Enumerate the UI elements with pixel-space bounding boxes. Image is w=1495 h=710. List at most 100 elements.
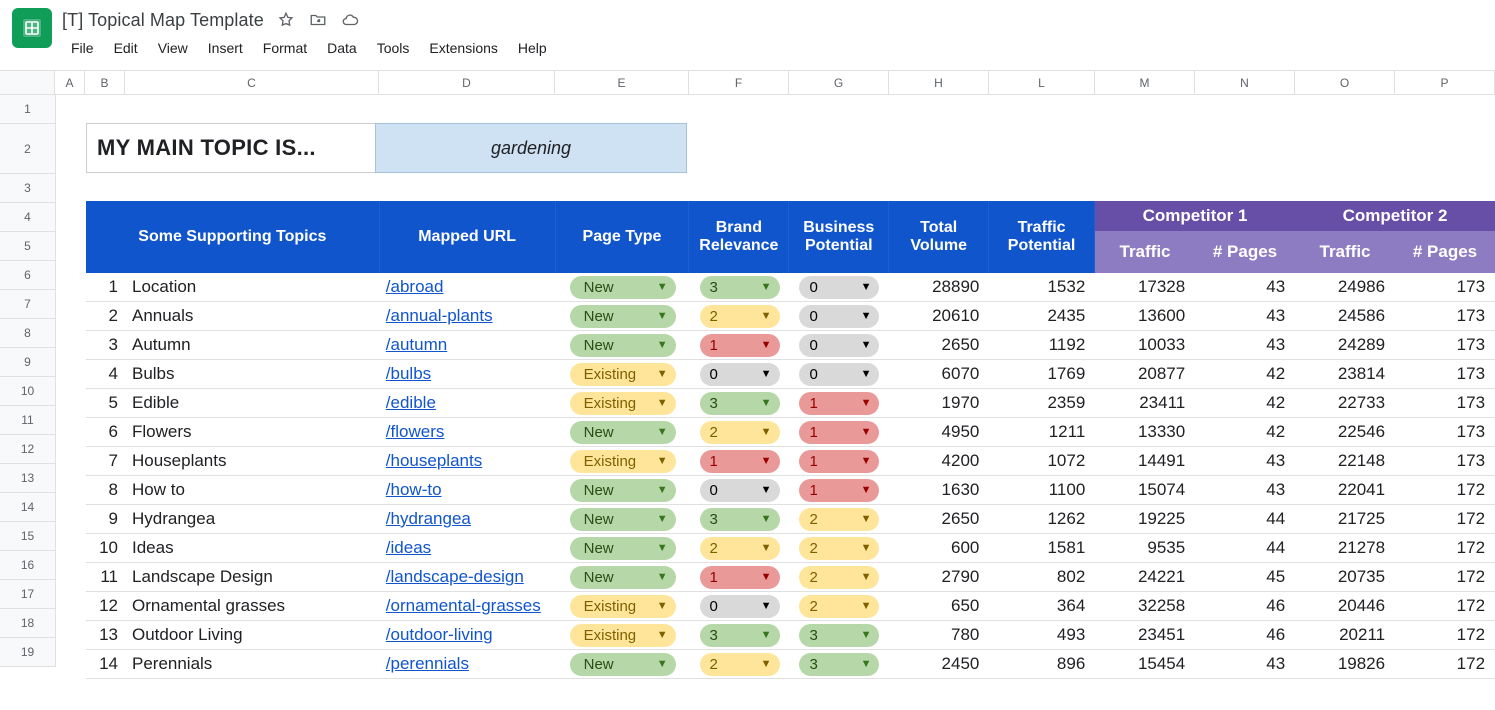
chip-dropdown[interactable]: 2▼: [700, 305, 780, 328]
mapped-url-link[interactable]: /autumn: [386, 335, 447, 355]
chip-dropdown[interactable]: New▼: [570, 479, 676, 502]
mapped-url-link[interactable]: /houseplants: [386, 451, 482, 471]
col-header-A[interactable]: A: [55, 71, 85, 94]
chip-dropdown[interactable]: New▼: [570, 653, 676, 676]
table-row[interactable]: 14Perennials/perennialsNew▼2▼3▼245089615…: [86, 650, 1495, 679]
chip-dropdown[interactable]: Existing▼: [570, 595, 676, 618]
mapped-url-link[interactable]: /ideas: [386, 538, 431, 558]
chip-dropdown[interactable]: New▼: [570, 276, 676, 299]
chip-dropdown[interactable]: 1▼: [799, 392, 879, 415]
table-row[interactable]: 11Landscape Design/landscape-designNew▼1…: [86, 563, 1495, 592]
select-all-corner[interactable]: [0, 71, 55, 94]
row-header-4[interactable]: 4: [0, 203, 55, 232]
menu-help[interactable]: Help: [509, 36, 556, 60]
row-header-13[interactable]: 13: [0, 464, 55, 493]
menu-file[interactable]: File: [62, 36, 103, 60]
chip-dropdown[interactable]: 3▼: [799, 653, 879, 676]
move-icon[interactable]: [308, 10, 328, 30]
chip-dropdown[interactable]: New▼: [570, 334, 676, 357]
main-topic-value[interactable]: gardening: [375, 123, 687, 173]
chip-dropdown[interactable]: 1▼: [799, 421, 879, 444]
mapped-url-link[interactable]: /abroad: [386, 277, 444, 297]
chip-dropdown[interactable]: 1▼: [700, 566, 780, 589]
menu-edit[interactable]: Edit: [105, 36, 147, 60]
mapped-url-link[interactable]: /landscape-design: [386, 567, 524, 587]
col-header-E[interactable]: E: [555, 71, 689, 94]
col-header-N[interactable]: N: [1195, 71, 1295, 94]
document-title[interactable]: [T] Topical Map Template: [62, 10, 264, 31]
mapped-url-link[interactable]: /bulbs: [386, 364, 431, 384]
chip-dropdown[interactable]: 1▼: [799, 479, 879, 502]
sheets-logo[interactable]: [12, 8, 52, 48]
chip-dropdown[interactable]: New▼: [570, 305, 676, 328]
chip-dropdown[interactable]: 2▼: [700, 537, 780, 560]
mapped-url-link[interactable]: /edible: [386, 393, 436, 413]
col-header-D[interactable]: D: [379, 71, 555, 94]
row-header-5[interactable]: 5: [0, 232, 55, 261]
menu-extensions[interactable]: Extensions: [420, 36, 506, 60]
col-header-B[interactable]: B: [85, 71, 125, 94]
row-header-3[interactable]: 3: [0, 174, 55, 203]
row-header-16[interactable]: 16: [0, 551, 55, 580]
mapped-url-link[interactable]: /outdoor-living: [386, 625, 493, 645]
row-header-10[interactable]: 10: [0, 377, 55, 406]
chip-dropdown[interactable]: 1▼: [799, 450, 879, 473]
chip-dropdown[interactable]: Existing▼: [570, 363, 676, 386]
row-header-11[interactable]: 11: [0, 406, 55, 435]
chip-dropdown[interactable]: 3▼: [799, 624, 879, 647]
chip-dropdown[interactable]: New▼: [570, 421, 676, 444]
menu-data[interactable]: Data: [318, 36, 366, 60]
col-header-H[interactable]: H: [889, 71, 989, 94]
col-header-O[interactable]: O: [1295, 71, 1395, 94]
col-header-P[interactable]: P: [1395, 71, 1495, 94]
table-row[interactable]: 10Ideas/ideasNew▼2▼2▼6001581953544212781…: [86, 534, 1495, 563]
chip-dropdown[interactable]: 0▼: [799, 363, 879, 386]
table-row[interactable]: 9Hydrangea/hydrangeaNew▼3▼2▼265012621922…: [86, 505, 1495, 534]
row-header-8[interactable]: 8: [0, 319, 55, 348]
chip-dropdown[interactable]: 3▼: [700, 508, 780, 531]
table-row[interactable]: 1Location/abroadNew▼3▼0▼2889015321732843…: [86, 273, 1495, 302]
mapped-url-link[interactable]: /hydrangea: [386, 509, 471, 529]
table-row[interactable]: 4Bulbs/bulbsExisting▼0▼0▼607017692087742…: [86, 360, 1495, 389]
menu-tools[interactable]: Tools: [368, 36, 419, 60]
chip-dropdown[interactable]: 0▼: [700, 595, 780, 618]
chip-dropdown[interactable]: 0▼: [799, 276, 879, 299]
mapped-url-link[interactable]: /annual-plants: [386, 306, 493, 326]
cloud-icon[interactable]: [340, 10, 360, 30]
chip-dropdown[interactable]: 0▼: [700, 363, 780, 386]
chip-dropdown[interactable]: Existing▼: [570, 624, 676, 647]
chip-dropdown[interactable]: Existing▼: [570, 450, 676, 473]
table-row[interactable]: 13Outdoor Living/outdoor-livingExisting▼…: [86, 621, 1495, 650]
chip-dropdown[interactable]: 2▼: [700, 421, 780, 444]
table-row[interactable]: 7Houseplants/houseplantsExisting▼1▼1▼420…: [86, 447, 1495, 476]
mapped-url-link[interactable]: /perennials: [386, 654, 469, 674]
row-header-1[interactable]: 1: [0, 95, 55, 124]
menu-format[interactable]: Format: [254, 36, 316, 60]
mapped-url-link[interactable]: /flowers: [386, 422, 445, 442]
chip-dropdown[interactable]: New▼: [570, 566, 676, 589]
col-header-L[interactable]: L: [989, 71, 1095, 94]
chip-dropdown[interactable]: 0▼: [799, 305, 879, 328]
row-header-9[interactable]: 9: [0, 348, 55, 377]
chip-dropdown[interactable]: New▼: [570, 508, 676, 531]
chip-dropdown[interactable]: 1▼: [700, 450, 780, 473]
chip-dropdown[interactable]: 3▼: [700, 392, 780, 415]
menu-view[interactable]: View: [149, 36, 197, 60]
row-header-18[interactable]: 18: [0, 609, 55, 638]
table-row[interactable]: 8How to/how-toNew▼0▼1▼163011001507443220…: [86, 476, 1495, 505]
mapped-url-link[interactable]: /ornamental-grasses: [386, 596, 541, 616]
row-header-2[interactable]: 2: [0, 124, 55, 174]
chip-dropdown[interactable]: 2▼: [799, 508, 879, 531]
row-header-19[interactable]: 19: [0, 638, 55, 667]
star-icon[interactable]: [276, 10, 296, 30]
grid-area[interactable]: MY MAIN TOPIC IS... gardening Some Suppo…: [56, 95, 1495, 667]
chip-dropdown[interactable]: 3▼: [700, 276, 780, 299]
row-header-14[interactable]: 14: [0, 493, 55, 522]
row-header-7[interactable]: 7: [0, 290, 55, 319]
table-row[interactable]: 6Flowers/flowersNew▼2▼1▼4950121113330422…: [86, 418, 1495, 447]
chip-dropdown[interactable]: 2▼: [799, 595, 879, 618]
mapped-url-link[interactable]: /how-to: [386, 480, 442, 500]
col-header-M[interactable]: M: [1095, 71, 1195, 94]
chip-dropdown[interactable]: Existing▼: [570, 392, 676, 415]
row-header-17[interactable]: 17: [0, 580, 55, 609]
